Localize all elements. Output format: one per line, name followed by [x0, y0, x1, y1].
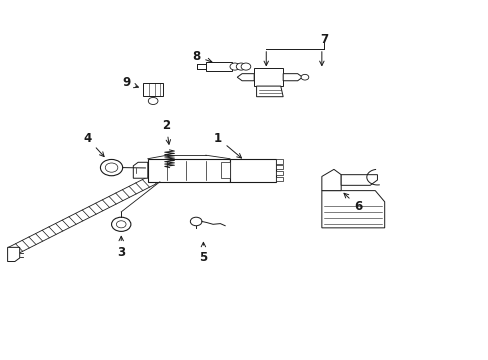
Bar	[275, 171, 283, 175]
Circle shape	[229, 63, 239, 70]
Text: 6: 6	[343, 193, 362, 213]
Bar	[275, 165, 283, 170]
Polygon shape	[237, 74, 254, 81]
Bar	[147, 159, 229, 182]
Circle shape	[241, 63, 250, 70]
Bar	[229, 159, 275, 182]
Circle shape	[116, 221, 126, 228]
Text: 5: 5	[199, 242, 207, 264]
Circle shape	[190, 217, 202, 226]
Polygon shape	[341, 175, 377, 185]
Polygon shape	[142, 83, 163, 96]
Polygon shape	[321, 169, 341, 191]
Polygon shape	[321, 191, 384, 228]
Polygon shape	[197, 64, 205, 69]
Circle shape	[105, 163, 118, 172]
Bar	[221, 162, 229, 178]
Text: 4: 4	[83, 132, 104, 157]
Circle shape	[111, 217, 131, 231]
Polygon shape	[283, 74, 302, 81]
Polygon shape	[8, 247, 20, 261]
Bar	[275, 159, 283, 164]
Circle shape	[301, 75, 308, 80]
Polygon shape	[254, 68, 283, 86]
Text: 7: 7	[320, 33, 327, 46]
Bar	[275, 177, 283, 181]
Circle shape	[236, 63, 245, 70]
Circle shape	[100, 159, 122, 176]
Circle shape	[148, 98, 158, 104]
Text: 8: 8	[192, 50, 211, 63]
Polygon shape	[205, 62, 232, 71]
Text: 9: 9	[122, 76, 138, 89]
Polygon shape	[256, 86, 283, 97]
Text: 2: 2	[162, 118, 170, 144]
Text: 1: 1	[213, 132, 241, 158]
Polygon shape	[133, 162, 147, 178]
Text: 3: 3	[117, 236, 125, 259]
